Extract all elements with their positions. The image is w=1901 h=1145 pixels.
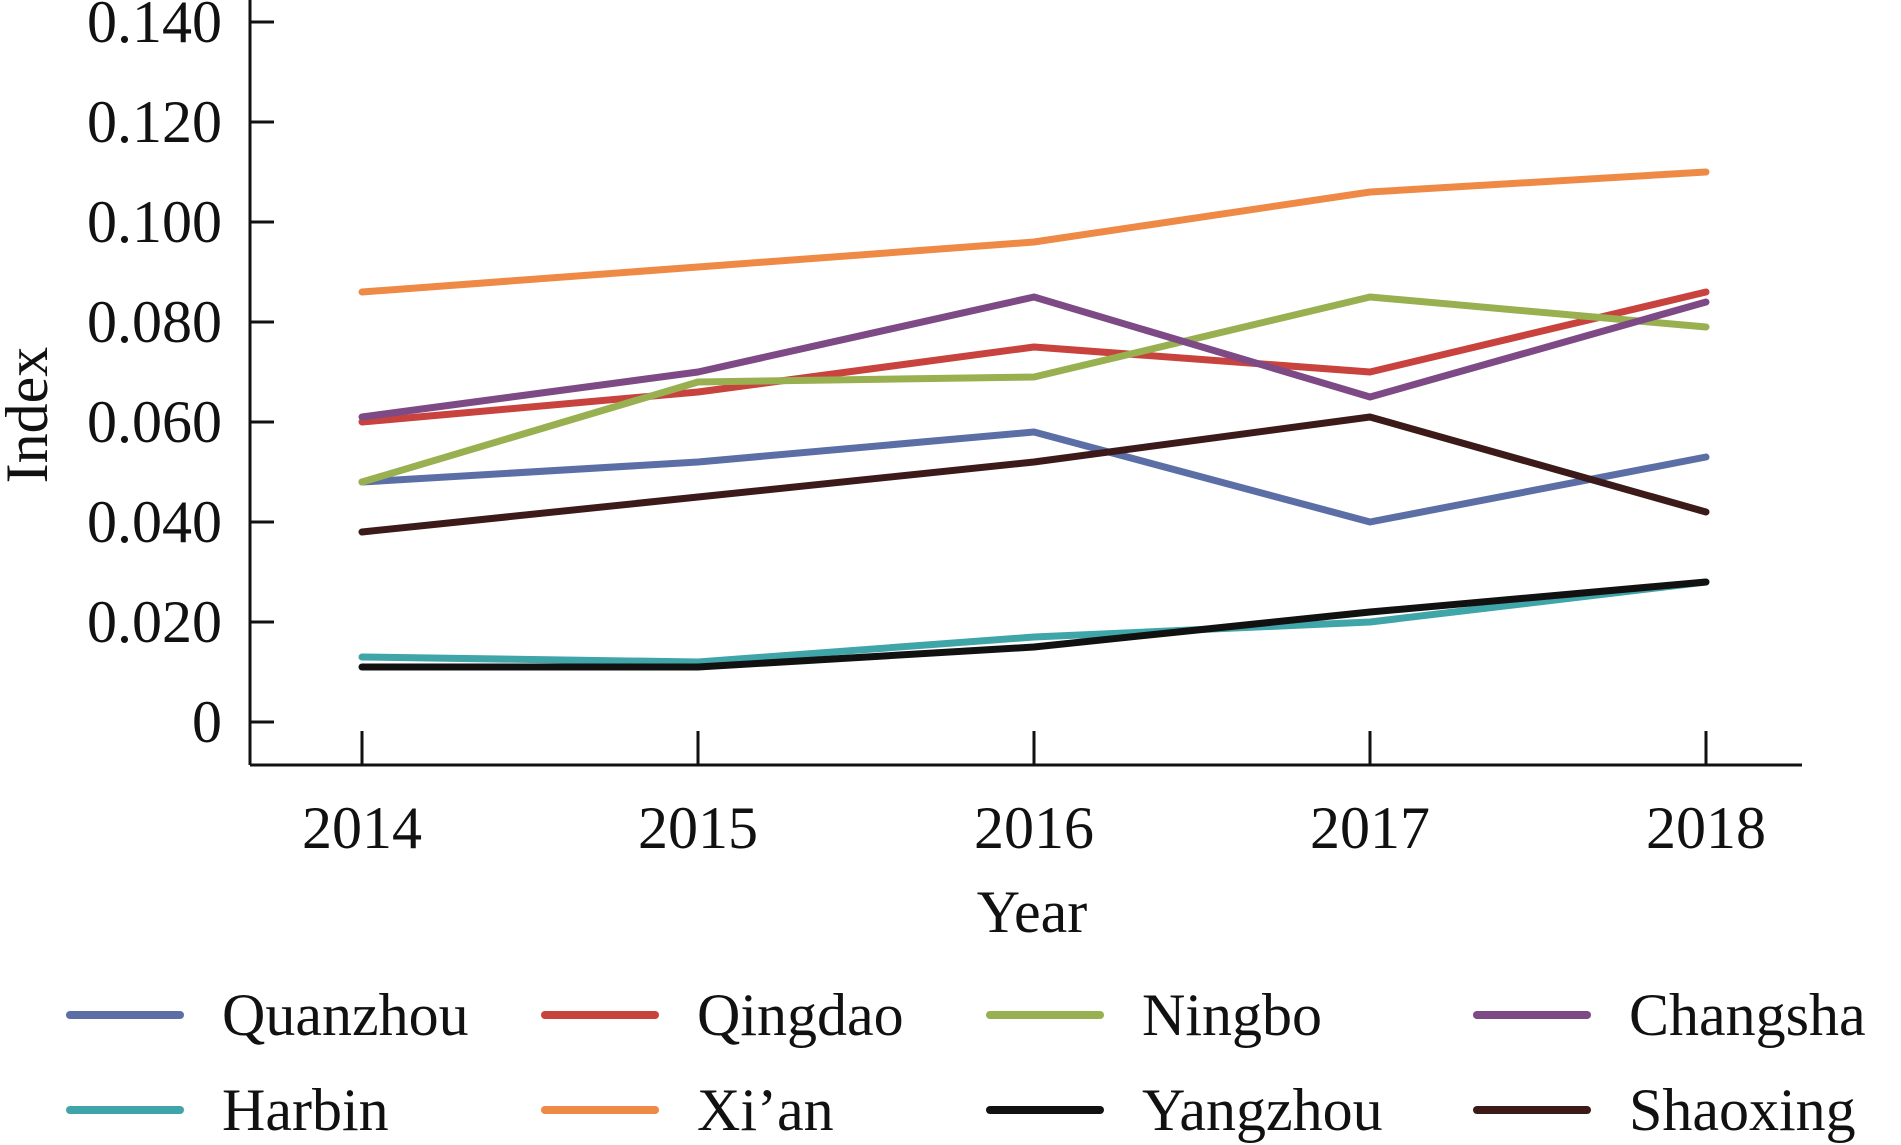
x-tick-label: 2014 xyxy=(302,795,422,861)
series-line-changsha xyxy=(358,293,1710,421)
x-tick-label: 2018 xyxy=(1646,795,1766,861)
legend-label: Yangzhou xyxy=(1142,1077,1383,1143)
legend-item-changsha: Changsha xyxy=(1473,982,1866,1048)
y-tick-label: 0.040 xyxy=(87,489,222,555)
y-axis-title: Index xyxy=(0,347,60,484)
series-line-quanzhou xyxy=(358,428,1710,526)
series-line-shaoxing xyxy=(358,413,1710,536)
y-tick-label: 0.060 xyxy=(87,389,222,455)
legend-item-shaoxing: Shaoxing xyxy=(1473,1077,1856,1143)
legend-item-quanzhou: Quanzhou xyxy=(66,982,469,1048)
x-ticks: 2014 2015 2016 2017 2018 xyxy=(302,731,1766,861)
legend-item-ningbo: Ningbo xyxy=(986,982,1322,1048)
legend: Quanzhou Qingdao Ningbo Changsha Harbin Xi’an… xyxy=(66,982,1866,1143)
y-tick-label: 0.120 xyxy=(87,89,222,155)
legend-label: Shaoxing xyxy=(1629,1077,1856,1143)
legend-item-qingdao: Qingdao xyxy=(541,982,904,1048)
axes xyxy=(248,0,1802,767)
legend-label: Harbin xyxy=(222,1077,389,1143)
legend-label: Ningbo xyxy=(1142,982,1322,1048)
x-axis-title: Year xyxy=(977,879,1088,945)
series-line-xian xyxy=(358,168,1710,296)
legend-item-xian: Xi’an xyxy=(541,1077,834,1143)
series-line-yangzhou xyxy=(358,578,1710,671)
x-tick-label: 2017 xyxy=(1310,795,1430,861)
y-tick-label: 0 xyxy=(192,689,222,755)
legend-label: Qingdao xyxy=(697,982,904,1048)
legend-label: Changsha xyxy=(1629,982,1866,1048)
x-tick-label: 2015 xyxy=(638,795,758,861)
y-tick-label: 0.140 xyxy=(87,0,222,55)
y-ticks: 0 0.020 0.040 0.060 0.080 0.100 0.120 0.140 xyxy=(87,0,274,755)
series-line-harbin xyxy=(358,578,1710,666)
x-tick-label: 2016 xyxy=(974,795,1094,861)
series-line-ningbo xyxy=(358,293,1710,486)
legend-item-yangzhou: Yangzhou xyxy=(986,1077,1383,1143)
legend-label: Quanzhou xyxy=(222,982,469,1048)
series-lines xyxy=(358,168,1710,671)
y-tick-label: 0.080 xyxy=(87,289,222,355)
legend-item-harbin: Harbin xyxy=(66,1077,389,1143)
y-tick-label: 0.100 xyxy=(87,189,222,255)
y-tick-label: 0.020 xyxy=(87,589,222,655)
legend-label: Xi’an xyxy=(697,1077,834,1143)
series-line-qingdao xyxy=(358,288,1710,426)
